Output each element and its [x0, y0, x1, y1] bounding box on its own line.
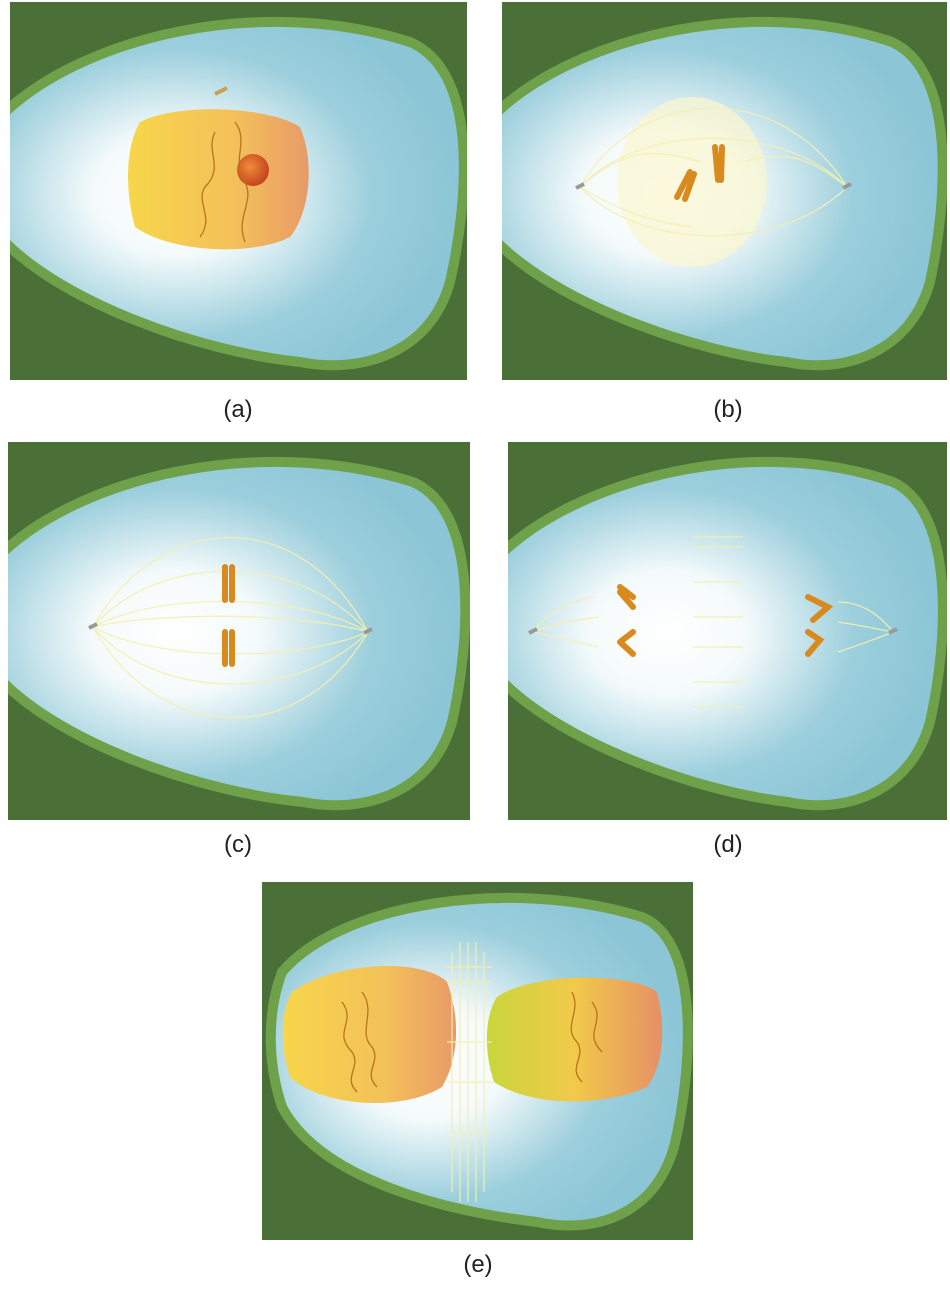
panel-e — [262, 882, 693, 1240]
nucleolus — [237, 154, 269, 186]
panel-c — [8, 442, 470, 820]
label: (b) — [688, 396, 768, 424]
panel-d — [508, 442, 947, 820]
label: (e) — [438, 1251, 518, 1279]
label: (c) — [198, 831, 278, 859]
panel-b — [502, 2, 947, 380]
panel-a — [10, 2, 467, 380]
label: (a) — [198, 396, 278, 424]
label: (d) — [688, 831, 768, 859]
nucleus — [128, 109, 309, 249]
page: (a) (b) (c) (d) (e) (() => { const data … — [0, 0, 950, 1289]
nucleus — [283, 966, 456, 1103]
